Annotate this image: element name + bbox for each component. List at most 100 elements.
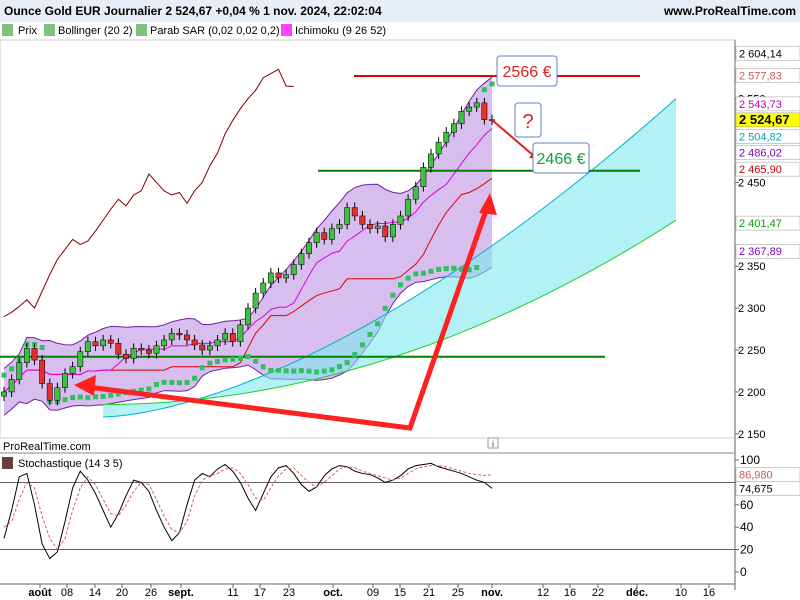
question-box xyxy=(514,102,542,138)
sar-point xyxy=(1,372,7,378)
candle-up xyxy=(100,339,107,347)
price-label-box xyxy=(735,46,800,61)
sar-point xyxy=(436,266,442,272)
sar-point xyxy=(337,364,342,370)
x-tick-label: nov. xyxy=(481,587,503,599)
sar-point xyxy=(459,266,464,272)
x-tick-label: sept. xyxy=(168,587,194,599)
candle-up xyxy=(252,292,259,309)
candle-up xyxy=(435,141,442,155)
site-link[interactable]: www.ProRealTime.com xyxy=(663,4,796,18)
stochastic-value-label: 86,980 xyxy=(739,470,773,482)
arrow-head-up xyxy=(479,193,497,215)
upper-target-label: 2566 € xyxy=(503,64,552,81)
candle-up xyxy=(458,110,465,125)
price-label-box xyxy=(735,112,800,128)
stochastic-k-line xyxy=(3,462,493,560)
sar-point xyxy=(108,392,114,398)
stochastic-legend: Stochastique (14 3 5) xyxy=(2,457,123,470)
x-tick-label: 16 xyxy=(564,587,576,599)
x-tick-label: 09 xyxy=(367,587,379,599)
sar-point xyxy=(222,357,228,363)
legend-label-ichimoku: Ichimoku (9 26 52) xyxy=(295,25,386,37)
sar-point xyxy=(184,379,190,385)
sar-point xyxy=(260,364,266,370)
sar-point xyxy=(329,367,335,373)
candle-up xyxy=(313,232,320,244)
bollinger-lower-line xyxy=(3,266,493,416)
y-tick-label: 2 450 xyxy=(738,177,766,189)
sar-point xyxy=(268,367,274,373)
candle-up xyxy=(420,167,427,187)
sar-point xyxy=(314,369,320,375)
price-label: 2 465,90 xyxy=(739,164,782,176)
sar-point xyxy=(375,321,381,327)
stochastic-y-label: 0 xyxy=(740,565,747,579)
x-tick-label: oct. xyxy=(323,587,343,599)
stochastic-y-label: 20 xyxy=(740,543,754,557)
candle-up xyxy=(168,333,175,341)
candle-up xyxy=(466,106,473,112)
ichimoku-cloud xyxy=(103,98,676,418)
candle-up xyxy=(443,131,450,143)
candle-up xyxy=(374,225,381,229)
stochastic-y-label: 100 xyxy=(740,453,760,467)
stochastic-value-box xyxy=(735,481,800,496)
y-tick-label: 2 300 xyxy=(738,303,766,315)
sar-point xyxy=(390,292,396,298)
stochastic-panel[interactable] xyxy=(0,462,735,560)
sar-point xyxy=(146,386,152,392)
sar-point xyxy=(39,344,45,350)
price-label: 2 577,83 xyxy=(739,70,782,82)
sar-point xyxy=(93,394,98,400)
candle-up xyxy=(336,224,343,229)
sar-point xyxy=(62,397,68,403)
price-label-box xyxy=(735,68,800,83)
sar-point xyxy=(70,395,76,401)
candle-down xyxy=(321,232,328,240)
info-icon[interactable] xyxy=(487,437,499,449)
candle-up xyxy=(1,391,7,397)
sar-point xyxy=(276,367,281,373)
sar-point xyxy=(230,356,236,362)
candle-down xyxy=(107,339,114,344)
sar-point xyxy=(138,387,144,393)
price-label: 2 367,89 xyxy=(739,246,782,258)
sar-point xyxy=(321,368,327,374)
x-tick-label: 23 xyxy=(283,587,295,599)
candle-down xyxy=(367,224,373,229)
y-tick-label: 2 350 xyxy=(738,261,766,273)
sar-point xyxy=(451,265,457,271)
x-tick-label: 08 xyxy=(61,587,73,599)
x-tick-label: 10 xyxy=(675,587,687,599)
stochastic-value-label: 74,675 xyxy=(739,483,773,495)
sar-point xyxy=(245,354,251,360)
sar-point xyxy=(215,359,220,365)
stochastic-y-label: 60 xyxy=(740,498,754,512)
sar-point xyxy=(192,375,198,381)
candle-down xyxy=(115,343,122,355)
legend-row: Prix Bollinger (20 2) Parab SAR (0,02 0,… xyxy=(2,24,386,37)
candle-up xyxy=(473,102,480,108)
candle-up xyxy=(77,351,84,368)
x-tick-label: 25 xyxy=(452,587,464,599)
candle-up xyxy=(153,345,160,354)
candle-down xyxy=(138,348,145,351)
lower-target-label: 2466 € xyxy=(537,151,586,168)
price-label: 2 543,73 xyxy=(739,99,782,111)
x-tick-label: 17 xyxy=(254,587,266,599)
candle-down xyxy=(229,333,236,342)
candle-down xyxy=(145,349,152,354)
main-price-panel[interactable] xyxy=(0,39,736,439)
x-tick-label: 21 xyxy=(423,587,435,599)
arrow-head-left xyxy=(74,375,96,396)
legend-label-prix: Prix xyxy=(18,25,37,37)
sar-point xyxy=(199,365,205,371)
price-label-box xyxy=(735,129,800,144)
sar-point xyxy=(413,271,419,277)
candle-down xyxy=(92,341,99,347)
candle-up xyxy=(206,345,213,351)
sar-point xyxy=(9,366,15,372)
candle-up xyxy=(328,228,335,240)
